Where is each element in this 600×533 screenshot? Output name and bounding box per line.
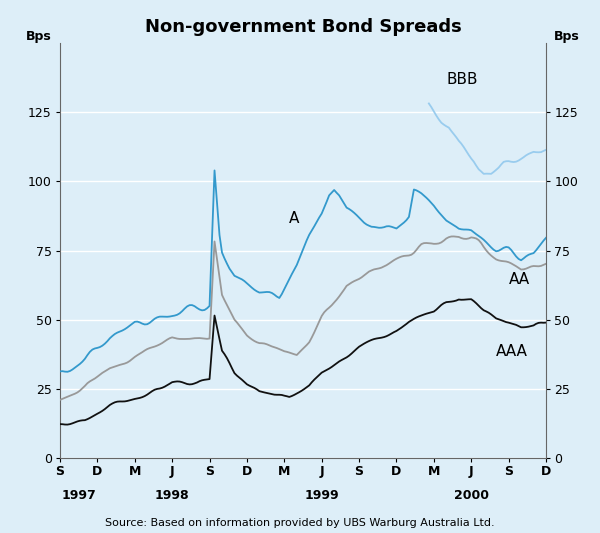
Title: Non-government Bond Spreads: Non-government Bond Spreads — [145, 18, 461, 36]
Text: AAA: AAA — [496, 344, 528, 359]
Text: 2000: 2000 — [454, 489, 489, 502]
Text: A: A — [289, 211, 299, 225]
Text: Bps: Bps — [554, 30, 580, 43]
Text: 1997: 1997 — [61, 489, 96, 502]
Text: 1998: 1998 — [155, 489, 190, 502]
Text: Source: Based on information provided by UBS Warburg Australia Ltd.: Source: Based on information provided by… — [105, 518, 495, 528]
Text: Bps: Bps — [26, 30, 52, 43]
Text: 1999: 1999 — [304, 489, 339, 502]
Text: BBB: BBB — [446, 72, 478, 87]
Text: AA: AA — [509, 271, 530, 287]
